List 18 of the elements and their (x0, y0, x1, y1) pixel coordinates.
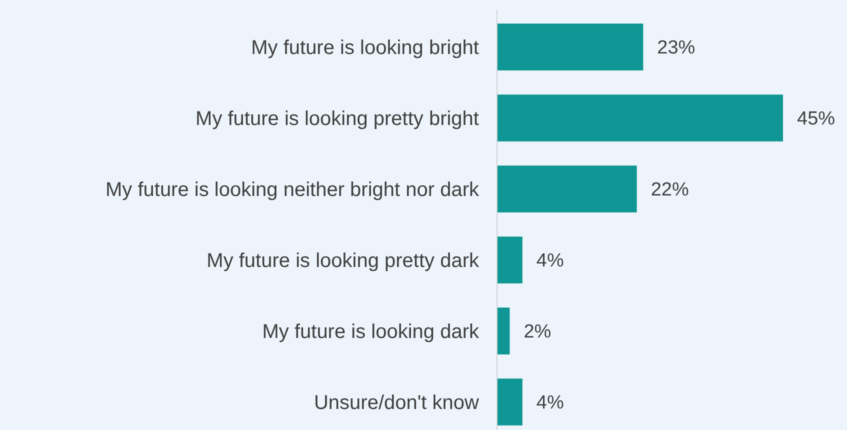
bar (497, 166, 637, 212)
y-tick-label: My future is looking pretty dark (206, 250, 480, 272)
y-tick-label: My future is looking pretty bright (196, 108, 480, 130)
data-label: 2% (524, 322, 552, 343)
data-label: 45% (797, 108, 836, 130)
bar (497, 94, 783, 142)
bar (497, 24, 644, 70)
y-tick-label: Unsure/don't know (314, 392, 480, 414)
y-tick-label: My future is looking bright (251, 37, 480, 59)
y-tick-label: My future is looking dark (262, 321, 480, 343)
y-tick-label: My future is looking neither bright nor dark (105, 179, 480, 201)
bar (497, 308, 510, 354)
data-label: 4% (536, 250, 564, 272)
bar (497, 236, 522, 284)
data-label: 4% (536, 392, 564, 414)
data-label: 23% (657, 38, 696, 59)
data-label: 22% (650, 180, 689, 201)
bar (497, 378, 522, 426)
